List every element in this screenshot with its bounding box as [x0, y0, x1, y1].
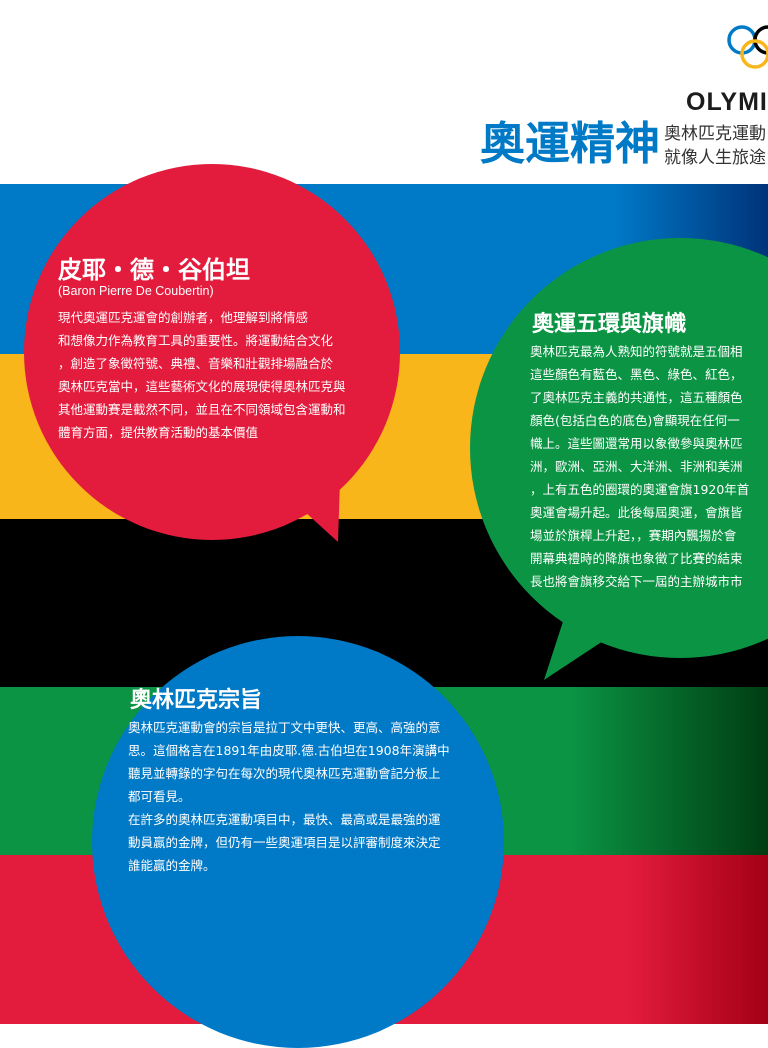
coubertin-text: 現代奧運匹克運會的創辦者，他理解到將情感 和想像力作為教育工具的重要性。將運動結…: [58, 306, 346, 444]
text-line: 洲，歐洲、亞洲、大洋洲、非洲和美洲: [530, 459, 743, 474]
text-line: 顏色(包括白色的底色)會顯現在任何一: [530, 413, 740, 428]
motto-text: 奧林匹克運動會的宗旨是拉丁文中更快、更高、高強的意 思。這個格言在1891年由皮…: [128, 716, 450, 877]
text-line: 誰能贏的金牌。: [128, 858, 216, 873]
text-line: 思。這個格言在1891年由皮耶.德.古伯坦在1908年演講中: [128, 743, 450, 758]
brand-wordmark: OLYMI: [686, 88, 768, 116]
text-line: 開幕典禮時的降旗也象徵了比賽的結束: [530, 551, 743, 566]
text-line: 都可看見。: [128, 789, 191, 804]
text-line: 其他運動賽是截然不同，並且在不同領域包含運動和: [58, 402, 346, 417]
coubertin-title: 皮耶・德・谷伯坦: [58, 256, 250, 284]
rings-title: 奧運五環與旗幟: [532, 312, 687, 337]
tagline-line: 奧林匹克運動: [664, 124, 766, 144]
text-line: 動員贏的金牌，但仍有一些奧運項目是以評審制度來決定: [128, 835, 441, 850]
text-line: 聽見並轉錄的字句在每次的現代奧林匹克運動會記分板上: [128, 766, 441, 781]
tagline-line: 就像人生旅途: [664, 148, 766, 168]
text-line: 體育方面，提供教育活動的基本價值: [58, 425, 259, 440]
text-line: 在許多的奧林匹克運動項目中，最快、最高或是最強的運: [128, 812, 441, 827]
text-line: 奧林匹克當中，這些藝術文化的展現使得奧林匹克與: [58, 379, 346, 394]
text-line: 奧林匹克最為人熟知的符號就是五個相: [530, 344, 743, 359]
olympic-rings-icon: [727, 25, 768, 69]
text-line: 了奧林匹克主義的共通性，這五種顏色: [530, 390, 743, 405]
text-line: 現代奧運匹克運會的創辦者，他理解到將情感: [58, 310, 309, 325]
coubertin-bubble: [24, 164, 400, 540]
rings-text: 奧林匹克最為人熟知的符號就是五個相 這些顏色有藍色、黑色、綠色、紅色， 了奧林匹…: [530, 340, 768, 593]
text-line: 奧林匹克運動會的宗旨是拉丁文中更快、更高、高強的意: [128, 720, 441, 735]
text-line: 和想像力作為教育工具的重要性。將運動結合文化: [58, 333, 334, 348]
text-line: 奧運會場升起。此後每屆奧運，會旗皆: [530, 505, 743, 520]
motto-bubble: [92, 636, 504, 1048]
page-title: 奧運精神: [480, 117, 661, 170]
coubertin-subtitle: (Baron Pierre De Coubertin): [58, 284, 214, 298]
page-tagline: 奧林匹克運動 就像人生旅途: [664, 122, 766, 170]
motto-title: 奧林匹克宗旨: [130, 688, 263, 713]
text-line: 場並於旗桿上升起，，賽期內飄揚於會: [530, 528, 737, 543]
text-line: 長也將會旗移交給下一屆的主辦城市市: [530, 574, 743, 589]
text-line: ，創造了象徵符號、典禮、音樂和壯觀排場融合於: [58, 356, 334, 371]
text-line: 幟上。這些圖還常用以象徵參與奧林匹: [530, 436, 743, 451]
text-line: 這些顏色有藍色、黑色、綠色、紅色，: [530, 367, 743, 382]
text-line: ，上有五色的圈環的奧運會旗1920年首: [530, 482, 750, 497]
